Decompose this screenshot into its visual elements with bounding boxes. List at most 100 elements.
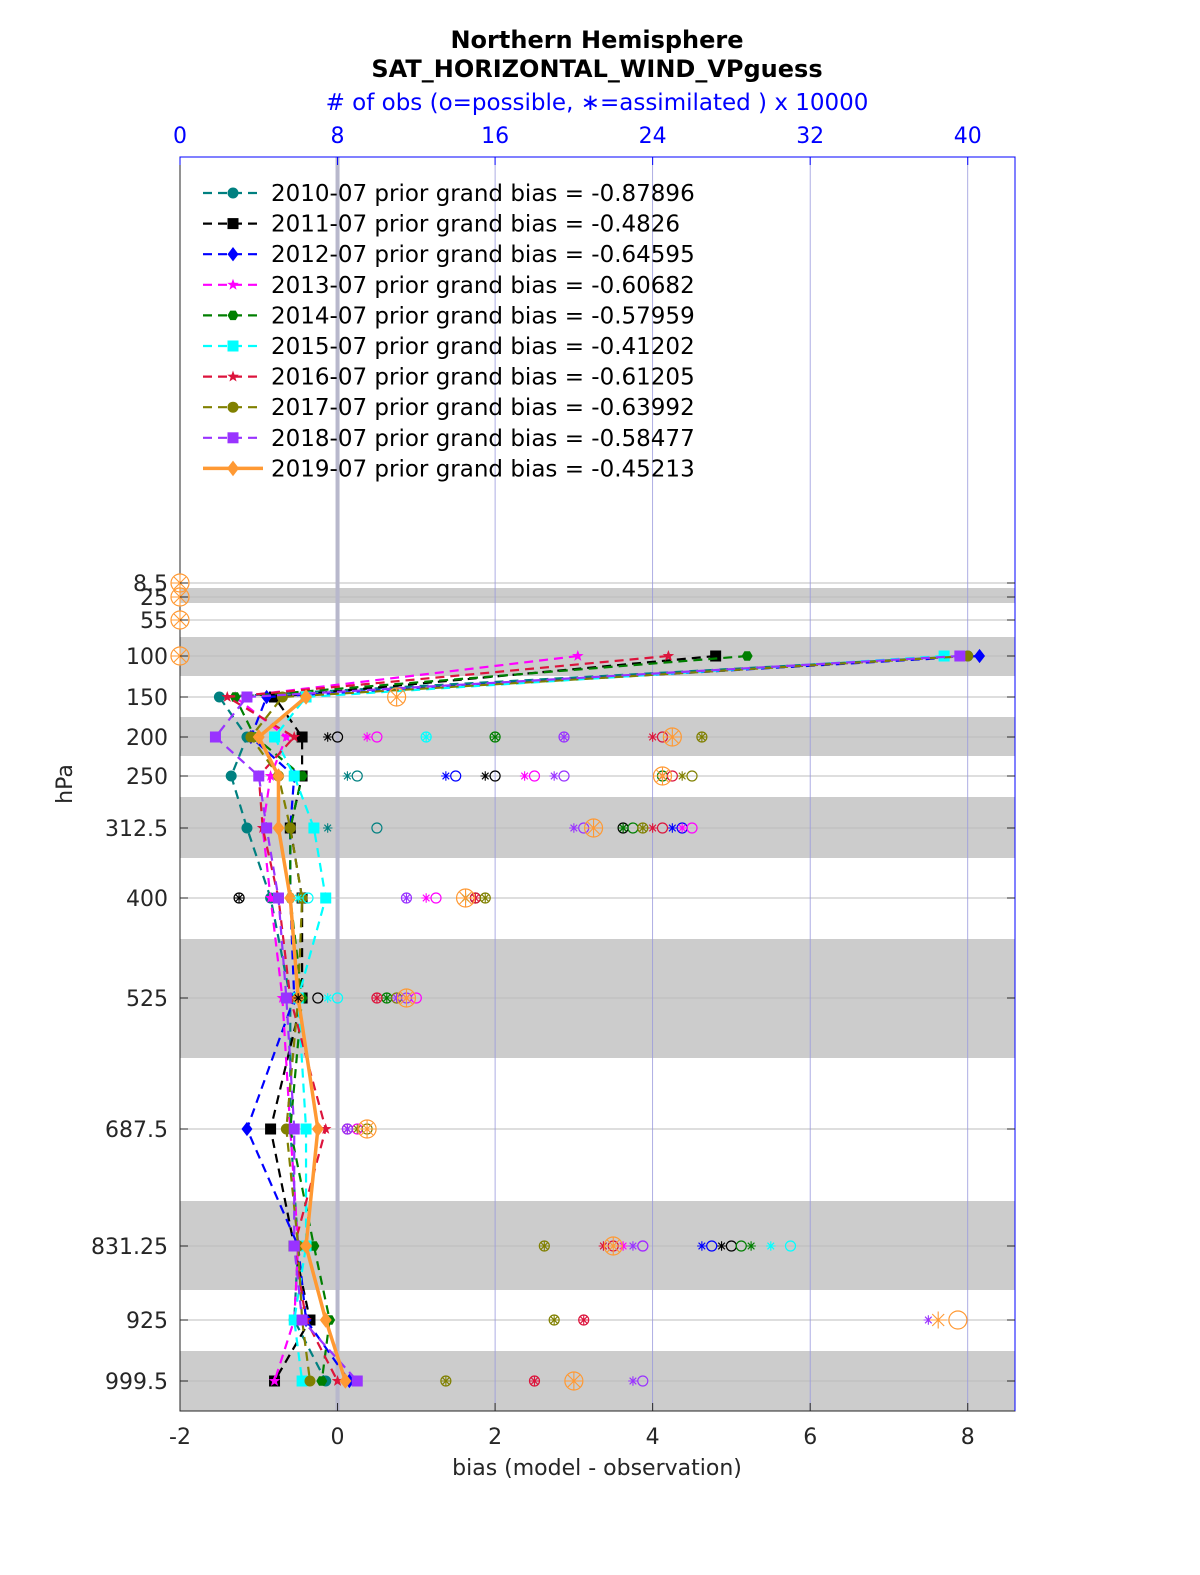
series-point xyxy=(296,1375,308,1387)
obs-possible-mark xyxy=(489,770,501,782)
obs-assimilated-mark xyxy=(382,993,392,1003)
obs-assimilated-mark xyxy=(529,1376,540,1386)
obs-possible-mark xyxy=(528,1375,541,1387)
obs-possible-mark xyxy=(331,992,344,1004)
y-tick-label: 312.5 xyxy=(105,817,168,842)
obs-possible-mark xyxy=(637,822,649,834)
obs-possible-mark xyxy=(637,1375,649,1387)
obs-possible-mark xyxy=(696,731,708,743)
series-point xyxy=(269,731,281,743)
obs-assimilated-mark xyxy=(628,1376,638,1386)
x-tick-label: 6 xyxy=(803,1425,817,1450)
legend-marker xyxy=(227,460,239,477)
obs-possible-mark xyxy=(948,1310,968,1330)
series-point xyxy=(221,690,234,702)
legend: 2010-07 prior grand bias = -0.87896 2011-… xyxy=(203,181,695,482)
series-point xyxy=(662,649,675,661)
series-point xyxy=(300,689,313,705)
obs-assimilated-mark xyxy=(569,823,579,833)
obs-assimilated-mark xyxy=(716,1241,727,1251)
series-point xyxy=(264,891,277,903)
legend-entry: 2010-07 prior grand bias = -0.87896 xyxy=(271,181,695,207)
obs-assimilated-mark xyxy=(397,989,416,1007)
obs-assimilated-mark xyxy=(352,1124,362,1134)
series-point xyxy=(296,731,308,743)
obs-assimilated-mark xyxy=(342,1124,353,1134)
legend-marker xyxy=(227,432,239,444)
series-point xyxy=(241,822,253,834)
obs-possible-mark xyxy=(351,770,363,782)
obs-assimilated-mark xyxy=(929,1311,947,1329)
series-point xyxy=(288,730,300,742)
obs-assimilated-mark xyxy=(372,993,382,1003)
obs-assimilated-mark xyxy=(638,823,648,833)
obs-possible-mark xyxy=(400,892,413,904)
legend-marker xyxy=(227,370,239,382)
obs-possible-mark xyxy=(331,731,344,743)
legend-marker xyxy=(227,310,239,321)
series-point xyxy=(288,1314,300,1326)
obs-possible-mark xyxy=(578,1314,590,1326)
obs-assimilated-mark xyxy=(293,893,303,903)
obs-assimilated-mark xyxy=(388,688,406,706)
series-point xyxy=(288,1123,300,1135)
legend-entry: 2015-07 prior grand bias = -0.41202 xyxy=(271,334,695,360)
obs-possible-mark xyxy=(706,1240,718,1252)
obs-assimilated-mark xyxy=(322,732,333,742)
obs-assimilated-mark xyxy=(647,732,658,742)
series-point xyxy=(284,822,296,834)
y-tick-label: 687.5 xyxy=(105,1118,168,1143)
series-point xyxy=(316,1376,328,1386)
series-point xyxy=(331,1374,344,1386)
obs-possible-mark xyxy=(302,892,314,904)
x-tick-label: 4 xyxy=(646,1425,660,1450)
obs-possible-mark xyxy=(538,1240,550,1252)
obs-assimilated-mark xyxy=(663,728,681,746)
legend-entry: 2014-07 prior grand bias = -0.57959 xyxy=(271,303,695,329)
x-tick-label: -2 xyxy=(169,1425,191,1450)
obs-possible-mark xyxy=(396,988,417,1008)
series-point xyxy=(280,730,293,742)
y-tick-label: 150 xyxy=(126,686,168,711)
series-point xyxy=(320,892,332,904)
obs-assimilated-mark xyxy=(549,1315,559,1325)
series-point xyxy=(304,1375,316,1387)
chart-title: Northern Hemisphere xyxy=(450,26,743,54)
series-point xyxy=(209,731,221,743)
obs-possible-mark xyxy=(603,1236,623,1256)
obs-possible-mark xyxy=(662,727,682,747)
y-tick-label: 525 xyxy=(126,987,168,1012)
obs-assimilated-mark xyxy=(470,893,481,903)
obs-assimilated-mark xyxy=(342,771,353,781)
obs-assimilated-mark xyxy=(358,1120,376,1138)
obs-possible-mark xyxy=(371,822,383,834)
obs-assimilated-mark xyxy=(746,1241,756,1251)
series-point xyxy=(272,820,285,836)
obs-possible-mark xyxy=(341,1123,353,1135)
obs-possible-mark xyxy=(233,892,245,904)
series-point xyxy=(280,992,292,1004)
obs-assimilated-mark xyxy=(421,732,431,742)
y-tick-label: 8.5 xyxy=(133,572,168,597)
obs-possible-mark xyxy=(387,687,407,707)
series-line xyxy=(256,695,348,1382)
obs-assimilated-mark xyxy=(697,732,707,742)
series-point xyxy=(710,650,722,662)
obs-possible-mark xyxy=(637,1240,649,1252)
series-point xyxy=(272,768,285,784)
obs-assimilated-mark xyxy=(766,1241,776,1251)
obs-assimilated-mark xyxy=(293,993,303,1003)
y-tick-label: 200 xyxy=(126,726,168,751)
obs-assimilated-mark xyxy=(677,771,687,781)
obs-assimilated-mark xyxy=(480,771,490,781)
top-tick-label: 8 xyxy=(331,124,345,149)
legend-marker xyxy=(227,401,239,413)
obs-assimilated-mark xyxy=(618,1241,628,1251)
series-point xyxy=(300,1238,313,1254)
obs-possible-mark xyxy=(686,770,698,782)
series-point xyxy=(319,1312,332,1328)
obs-assimilated-mark xyxy=(697,1241,707,1251)
obs-assimilated-mark xyxy=(585,819,603,837)
obs-assimilated-mark xyxy=(490,732,500,742)
top-tick-label: 32 xyxy=(796,124,824,149)
